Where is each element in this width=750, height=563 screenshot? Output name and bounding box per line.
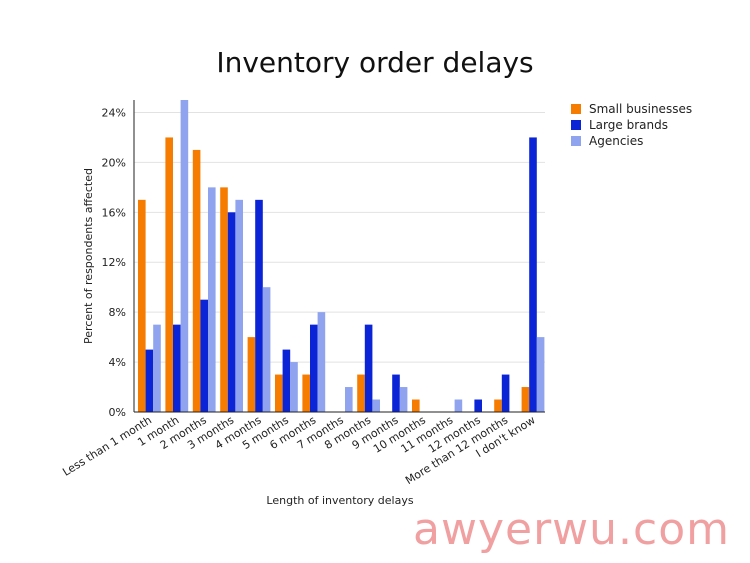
y-tick-label: 20%: [102, 156, 126, 169]
bar-large-brands: [227, 212, 236, 412]
y-tick-label: 0%: [109, 406, 126, 419]
legend-swatch: [571, 136, 581, 146]
bar-agencies: [372, 399, 380, 412]
bar-large-brands: [255, 199, 263, 412]
bar-small-businesses: [412, 399, 420, 412]
legend-swatch: [571, 120, 581, 130]
bar-large-brands: [145, 349, 154, 412]
bar-large-brands: [474, 399, 482, 412]
bar-small-businesses: [302, 374, 310, 412]
bar-large-brands: [310, 324, 318, 412]
bar-agencies: [235, 199, 243, 412]
watermark: awyerwu.com: [413, 504, 730, 555]
bar-agencies: [454, 399, 463, 412]
bar-small-businesses: [521, 387, 530, 412]
bar-large-brands: [392, 374, 400, 412]
bar-agencies: [180, 100, 189, 412]
axes: [133, 100, 545, 413]
bar-agencies: [262, 287, 271, 412]
bar-agencies: [290, 362, 298, 412]
y-tick-label: 4%: [109, 356, 126, 369]
bar-agencies: [317, 312, 326, 412]
bar-agencies: [345, 387, 353, 412]
legend-label: Small businesses: [589, 102, 692, 116]
legend: Small businesses Large brands Agencies: [571, 102, 692, 148]
bar-large-brands: [282, 349, 291, 412]
y-tick-label: 8%: [109, 306, 126, 319]
bar-small-businesses: [357, 374, 365, 412]
chart-title: Inventory order delays: [216, 46, 533, 79]
y-tick-label: 16%: [102, 206, 126, 219]
bar-large-brands: [200, 299, 208, 412]
bar-agencies: [399, 387, 408, 412]
bar-small-businesses: [275, 374, 283, 412]
bar-agencies: [153, 324, 161, 412]
x-axis-label: Length of inventory delays: [266, 494, 413, 507]
bar-small-businesses: [220, 187, 228, 412]
bar-agencies: [536, 337, 545, 412]
bar-small-businesses: [165, 137, 173, 412]
bar-large-brands: [364, 324, 373, 412]
bar-large-brands: [529, 137, 537, 412]
bar-large-brands: [501, 374, 510, 412]
bar-small-businesses: [192, 149, 201, 413]
legend-swatch: [571, 104, 581, 114]
bar-small-businesses: [247, 337, 256, 412]
y-tick-labels: 0% 4% 8% 12% 16% 20% 24%: [102, 106, 126, 419]
bar-agencies: [208, 187, 216, 412]
bar-small-businesses: [494, 399, 502, 412]
bar-large-brands: [173, 324, 181, 412]
legend-label: Large brands: [589, 118, 668, 132]
y-tick-label: 12%: [102, 256, 126, 269]
y-axis-label: Percent of respondents affected: [82, 168, 95, 344]
y-tick-label: 24%: [102, 106, 126, 119]
bars: [138, 100, 545, 413]
legend-label: Agencies: [589, 134, 643, 148]
bar-small-businesses: [138, 199, 146, 412]
